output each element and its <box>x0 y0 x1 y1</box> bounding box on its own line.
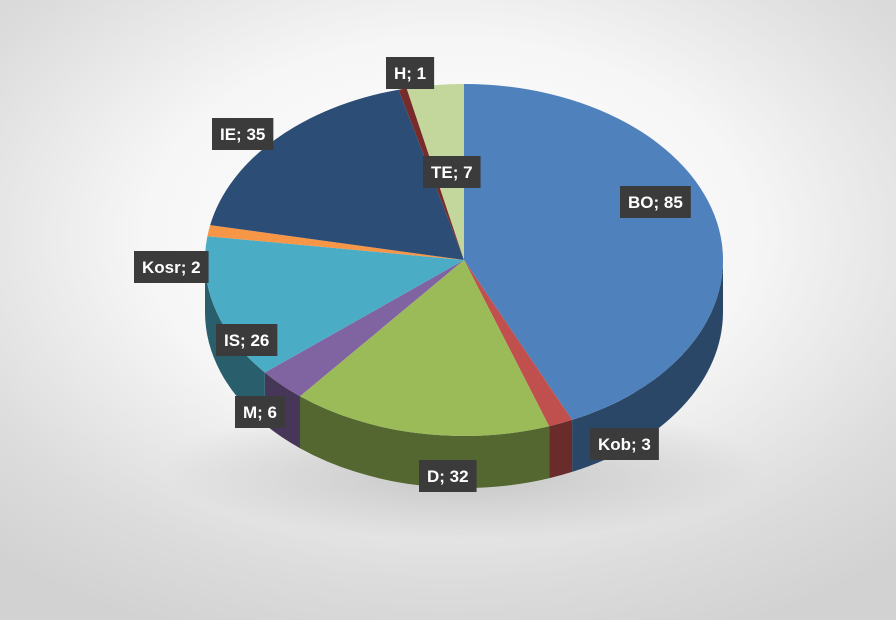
pie-side-kob <box>549 419 573 479</box>
data-label-box <box>386 57 435 89</box>
data-label-text: Kosr; 2 <box>142 258 201 277</box>
data-label-text: H; 1 <box>394 64 426 83</box>
data-label-text: M; 6 <box>243 403 277 422</box>
pie-slice-kob <box>464 260 573 427</box>
data-label-box <box>134 251 209 283</box>
data-label-d: D; 32 <box>419 460 477 492</box>
data-label-text: Kob; 3 <box>598 435 651 454</box>
pie-side-d <box>299 396 550 488</box>
data-label-h: H; 1 <box>386 57 435 89</box>
data-label-box <box>216 324 278 356</box>
data-label-box <box>590 428 659 460</box>
data-label-kob: Kob; 3 <box>590 428 659 460</box>
pie-slice-m <box>264 260 464 397</box>
data-label-box <box>419 460 477 492</box>
data-label-box <box>620 186 691 218</box>
data-label-is: IS; 26 <box>216 324 278 356</box>
pie-slice-kosr <box>207 225 464 260</box>
data-label-text: IS; 26 <box>224 331 269 350</box>
pie-slices <box>204 84 723 436</box>
data-label-ie: IE; 35 <box>212 118 274 150</box>
data-label-m: M; 6 <box>235 396 285 428</box>
data-label-box <box>212 118 274 150</box>
pie-slice-bo <box>464 84 723 420</box>
data-label-text: IE; 35 <box>220 125 265 144</box>
pie-slice-ie <box>210 89 464 261</box>
pie-data-labels: BO; 85 Kob; 3 D; 32 M; 6 IS; 26 Kosr; 2 IE; 35… <box>134 57 691 492</box>
data-label-text: TE; 7 <box>431 163 473 182</box>
data-label-text: D; 32 <box>427 467 469 486</box>
pie-slice-d <box>299 260 550 436</box>
data-label-bo: BO; 85 <box>620 186 691 218</box>
data-label-text: BO; 85 <box>628 193 683 212</box>
data-label-box <box>235 396 285 428</box>
data-label-kosr: Kosr; 2 <box>134 251 209 283</box>
data-label-te: TE; 7 <box>423 156 481 188</box>
pie-side-bo <box>572 260 723 472</box>
data-label-box <box>423 156 481 188</box>
